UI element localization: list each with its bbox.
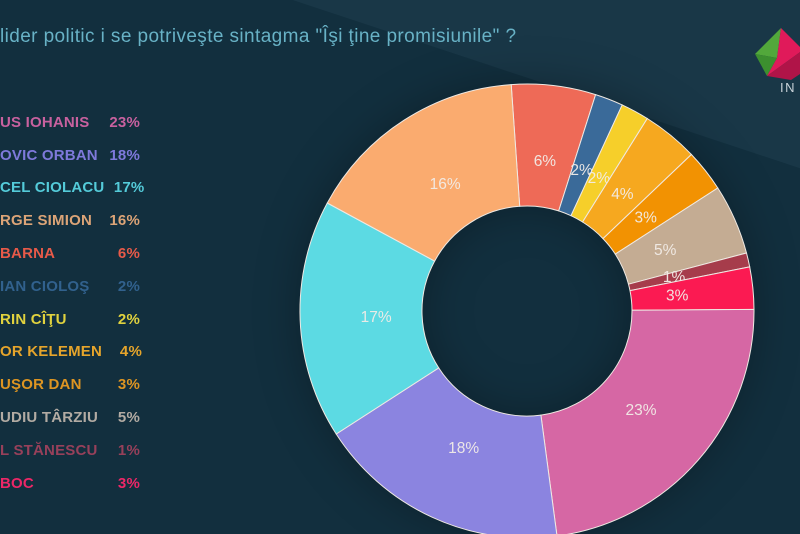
donut-slice (335, 367, 558, 534)
legend-pct: 16% (109, 212, 140, 230)
legend-pct: 4% (119, 343, 143, 361)
legend-pct: 1% (117, 441, 140, 459)
legend-name: OR KELEMEN (0, 343, 103, 361)
legend-name: IAN CIOLOŞ (0, 277, 90, 295)
legend-name: RGE SIMION (0, 212, 93, 230)
slice-label: 2% (570, 162, 593, 179)
slice-label: 5% (654, 242, 677, 259)
legend-name: L STĂNESCU (0, 441, 98, 459)
legend-item: BOC 3% (0, 467, 140, 500)
legend-pct: 3% (117, 474, 140, 492)
inscop-logo-text: IN (780, 80, 796, 95)
legend-name: UŞOR DAN (0, 376, 82, 394)
legend-item: IAN CIOLOŞ 2% (0, 270, 140, 303)
legend-item: RGE SIMION 16% (0, 204, 140, 237)
slice-label: 3% (634, 210, 657, 227)
inscop-logo-icon (755, 28, 800, 80)
legend-name: US IOHANIS (0, 113, 90, 131)
legend-item: OR KELEMEN 4% (0, 336, 143, 369)
legend-item: UŞOR DAN 3% (0, 368, 140, 401)
legend-pct: 2% (117, 277, 140, 295)
slice-label: 4% (611, 186, 634, 203)
slice-label: 16% (430, 176, 461, 193)
donut-slice (326, 84, 521, 262)
legend-pct: 6% (117, 245, 140, 263)
legend-name: UDIU TÂRZIU (0, 409, 99, 427)
legend-name: OVIC ORBAN (0, 146, 98, 164)
legend-item: CEL CIOLACU 17% (0, 172, 144, 205)
legend-item: OVIC ORBAN 18% (0, 139, 140, 172)
legend-pct: 2% (117, 310, 140, 328)
legend-name: BARNA (0, 245, 56, 263)
donut-slice (540, 308, 755, 534)
legend-item: UDIU TÂRZIU 5% (0, 401, 140, 434)
slice-label: 18% (448, 440, 479, 457)
page-title: lider politic i se potriveşte sintagma "… (0, 26, 517, 47)
slice-label: 17% (361, 309, 392, 326)
slice-label: 3% (666, 288, 689, 305)
legend-pct: 3% (117, 376, 140, 394)
slice-label: 2% (588, 170, 611, 187)
legend-pct: 17% (113, 179, 145, 197)
legend-name: RIN CÎŢU (0, 310, 67, 328)
legend-pct: 23% (109, 113, 140, 131)
legend-pct: 18% (109, 146, 140, 164)
legend-item: L STĂNESCU 1% (0, 434, 140, 467)
legend-item: RIN CÎŢU 2% (0, 303, 140, 336)
legend-name: BOC (0, 474, 34, 492)
slice-label: 23% (625, 402, 656, 419)
legend-item: BARNA 6% (0, 237, 140, 270)
slice-label: 6% (534, 153, 557, 170)
legend: US IOHANIS 23% OVIC ORBAN 18% CEL CIOLAC… (0, 106, 144, 500)
donut-slice (299, 202, 440, 435)
legend-item: US IOHANIS 23% (0, 106, 140, 139)
legend-pct: 5% (117, 409, 140, 427)
legend-name: CEL CIOLACU (0, 179, 105, 197)
